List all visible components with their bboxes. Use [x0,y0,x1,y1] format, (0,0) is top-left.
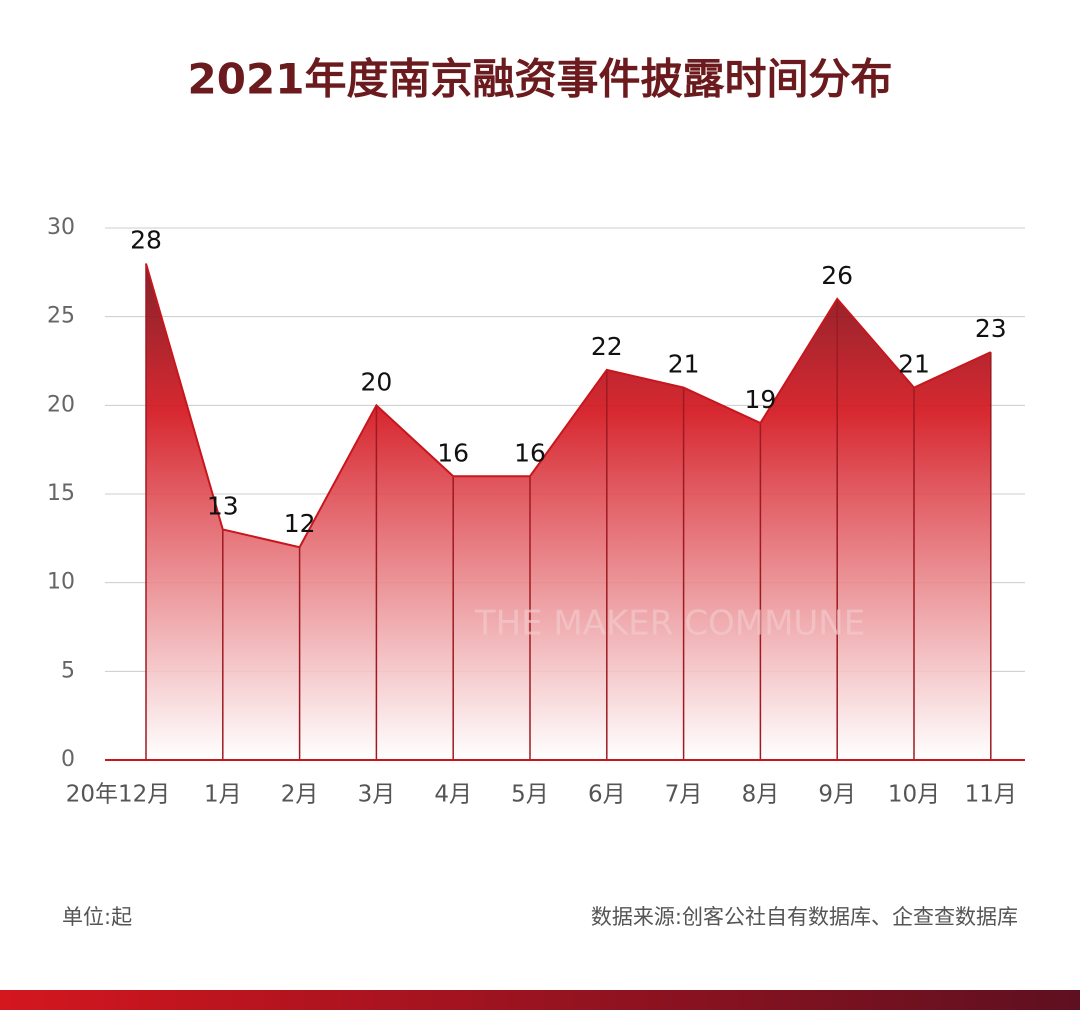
data-label: 19 [744,385,776,414]
x-tick-label: 2月 [281,782,319,808]
footer-bar [0,990,1080,1010]
data-label: 23 [975,314,1007,343]
data-label: 22 [591,332,623,361]
x-tick-label: 1月 [204,782,242,808]
data-label: 21 [668,350,700,379]
data-label: 16 [514,438,546,467]
chart-title: 2021年度南京融资事件披露时间分布 [188,55,893,104]
x-tick-label: 9月 [818,782,856,808]
x-tick-label: 4月 [434,782,472,808]
y-tick-label: 5 [61,658,75,683]
data-label: 12 [284,509,316,538]
y-tick-label: 15 [47,481,75,506]
data-label: 26 [821,261,853,290]
data-label: 20 [360,367,392,396]
x-tick-label: 11月 [965,782,1017,808]
x-tick-label: 8月 [742,782,780,808]
line [145,263,992,549]
x-tick-label: 6月 [588,782,626,808]
unit-note: 单位:起 [62,905,132,929]
source-note: 数据来源:创客公社自有数据库、企查查数据库 [591,905,1018,929]
x-tick-label: 20年12月 [66,782,171,808]
y-tick-label: 0 [61,747,75,772]
data-label: 28 [130,225,162,254]
y-tick-label: 20 [47,392,75,417]
x-tick-label: 5月 [511,782,549,808]
x-tick-label: 7月 [665,782,703,808]
x-tick-label: 3月 [358,782,396,808]
data-label: 13 [207,491,239,520]
data-label: 16 [437,438,469,467]
y-tick-label: 30 [47,215,75,240]
y-tick-label: 10 [47,570,75,595]
watermark: THE MAKER COMMUNE [474,604,865,644]
area [146,263,991,760]
y-tick-label: 25 [47,304,75,329]
x-tick-label: 10月 [888,782,940,808]
data-label: 21 [898,350,930,379]
